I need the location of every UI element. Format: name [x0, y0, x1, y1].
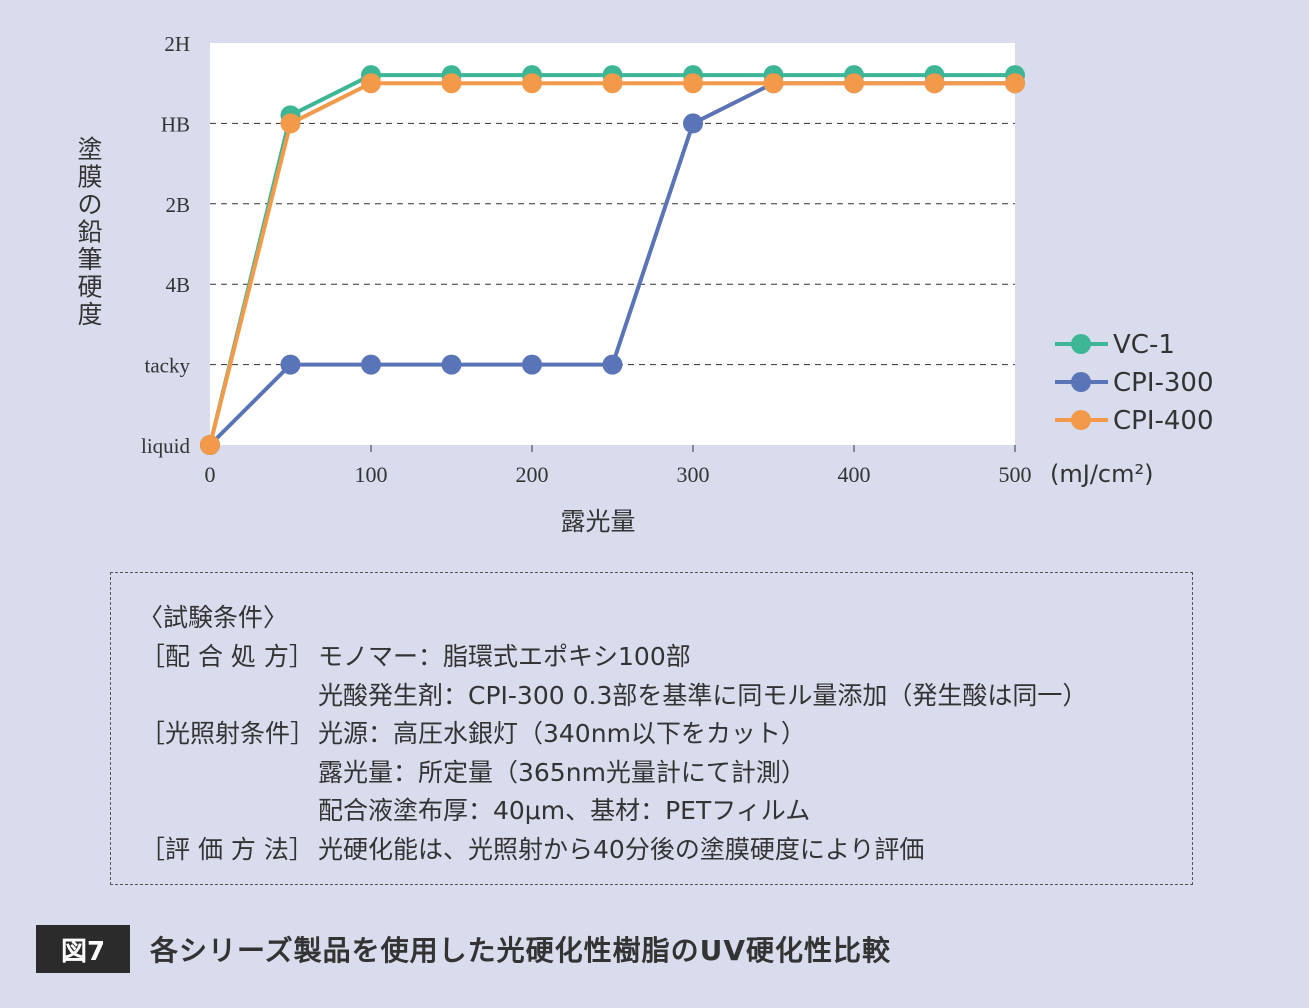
- legend: VC-1 CPI-300 CPI-400: [1055, 330, 1214, 436]
- y-tick-label: 2H: [164, 32, 190, 56]
- y-tick-labels: liquid tacky 4B 2B HB 2H: [141, 32, 191, 458]
- data-point-cpi-300: [522, 354, 542, 375]
- data-point-cpi-300: [683, 113, 703, 134]
- figure-number: 図7: [36, 925, 130, 973]
- data-point-cpi-400: [522, 73, 542, 94]
- y-tick-label: 2B: [165, 193, 190, 217]
- data-point-cpi-400: [1005, 73, 1025, 94]
- x-tick-labels: 0 100 200 300 400 500: [205, 445, 1032, 487]
- legend-marker: [1071, 372, 1091, 392]
- x-tick-label: 500: [999, 462, 1032, 487]
- data-point-cpi-400: [602, 73, 623, 94]
- conditions-heading: 〈試験条件〉: [138, 603, 289, 632]
- data-point-cpi-400: [683, 73, 703, 94]
- data-point-cpi-300: [602, 354, 623, 375]
- condition-label: ［光照射条件］: [140, 719, 316, 748]
- x-tick-label: 0: [205, 462, 216, 487]
- y-axis-title: 塗膜の鉛筆硬度: [77, 135, 102, 329]
- x-unit-label: (mJ/cm²): [1050, 460, 1153, 488]
- y-tick-label: liquid: [141, 434, 191, 458]
- legend-label: CPI-400: [1113, 406, 1214, 436]
- x-tick-label: 200: [516, 462, 549, 487]
- figure-title: 各シリーズ製品を使用した光硬化性樹脂のUV硬化性比較: [150, 934, 892, 967]
- condition-text: 配合液塗布厚：40μm、基材：PETフィルム: [318, 796, 811, 825]
- x-tick-label: 300: [677, 462, 710, 487]
- condition-label: ［評 価 方 法］: [140, 834, 314, 864]
- series: [200, 65, 1025, 455]
- data-point-cpi-400: [441, 73, 462, 94]
- x-tick-label: 400: [838, 462, 871, 487]
- condition-text: モノマー：脂環式エポキシ100部: [318, 642, 691, 671]
- plot-area: [210, 43, 1015, 445]
- data-point-cpi-400: [844, 73, 864, 94]
- test-conditions-box: [110, 572, 1193, 885]
- data-point-cpi-300: [441, 354, 462, 375]
- data-point-cpi-400: [763, 73, 784, 94]
- chart: liquid tacky 4B 2B HB 2H 0 100 200 300 400 500 VC-…: [77, 32, 1214, 536]
- condition-text: 光酸発生剤：CPI-300 0.3部を基準に同モル量添加（発生酸は同一）: [318, 680, 1088, 710]
- x-axis-title: 露光量: [560, 507, 635, 536]
- condition-text: 露光量：所定量（365nm光量計にて計測）: [318, 757, 806, 787]
- y-tick-label: tacky: [145, 354, 191, 378]
- legend-marker: [1071, 334, 1091, 354]
- condition-label: ［配 合 処 方］: [140, 642, 314, 671]
- legend-marker: [1071, 410, 1091, 430]
- legend-label: VC-1: [1113, 330, 1175, 360]
- data-point-cpi-400: [924, 73, 945, 94]
- data-point-cpi-300: [280, 354, 301, 375]
- x-tick-label: 100: [355, 462, 388, 487]
- y-tick-label: HB: [161, 112, 190, 136]
- figure-caption: 図7 各シリーズ製品を使用した光硬化性樹脂のUV硬化性比較: [36, 925, 891, 973]
- data-point-cpi-300: [361, 354, 381, 375]
- y-tick-label: 4B: [165, 273, 190, 297]
- data-point-cpi-400: [361, 73, 381, 94]
- data-point-cpi-400: [280, 113, 301, 134]
- condition-text: 光源：高圧水銀灯（340nm以下をカット）: [318, 719, 806, 748]
- condition-text: 光硬化能は、光照射から40分後の塗膜硬度により評価: [318, 834, 925, 864]
- data-point-cpi-400: [200, 435, 220, 455]
- legend-label: CPI-300: [1113, 368, 1214, 398]
